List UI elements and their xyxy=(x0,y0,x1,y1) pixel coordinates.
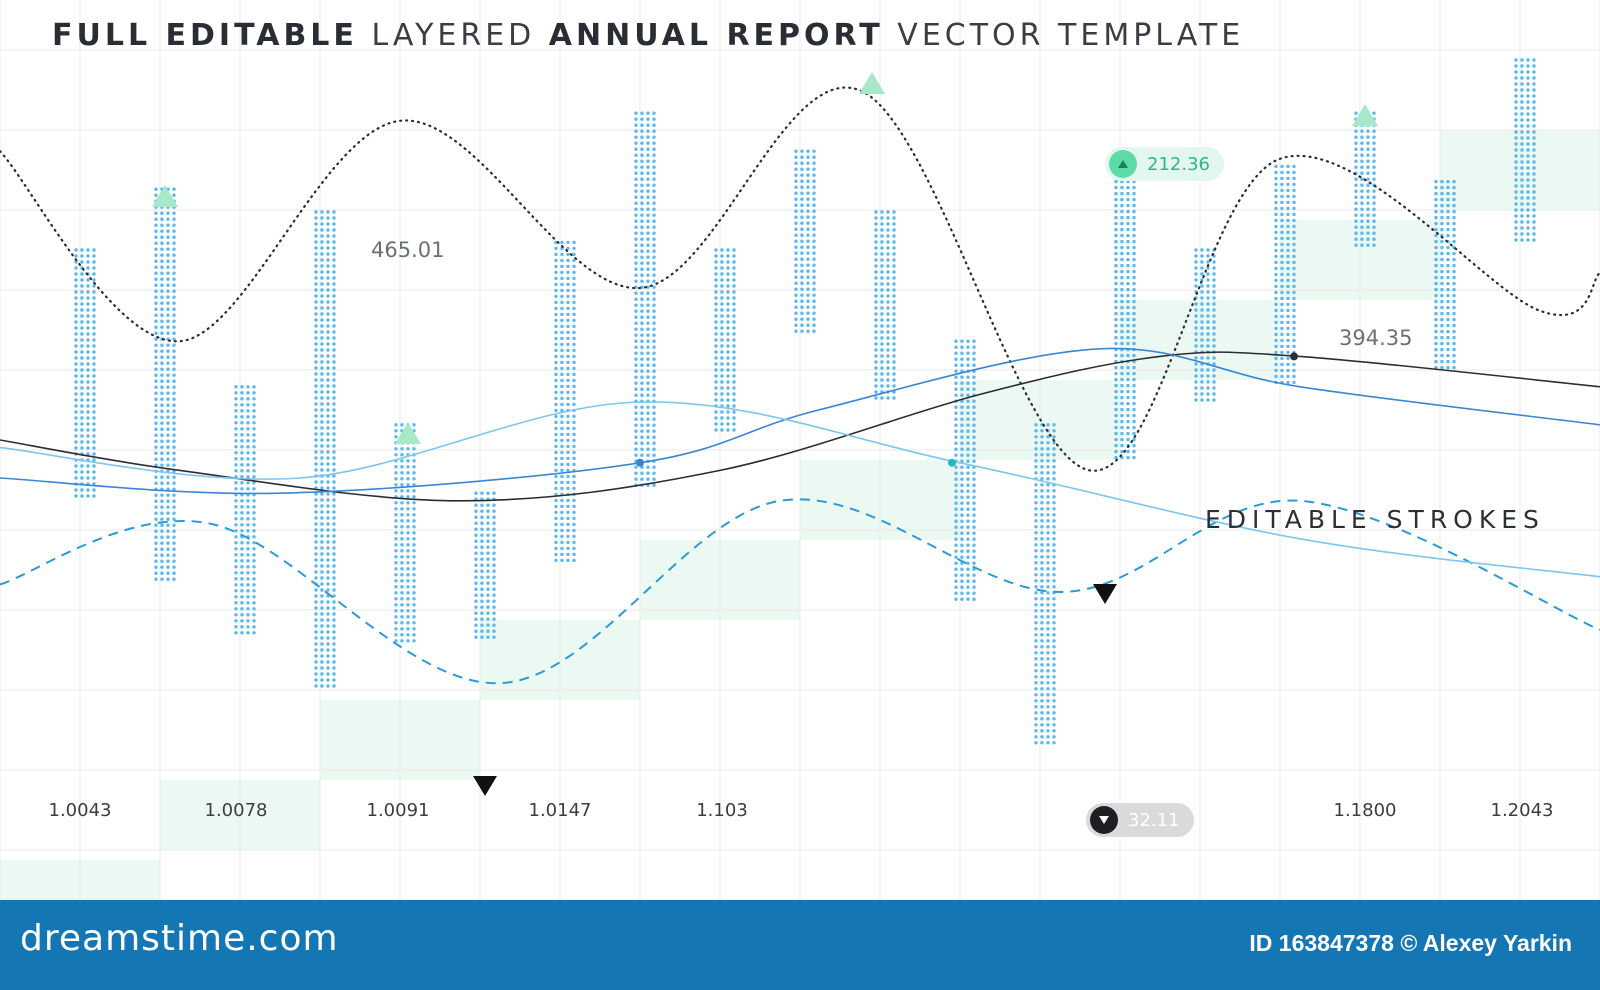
title-part-bold-1: FULL EDITABLE xyxy=(52,18,358,53)
title-part-bold-2: ANNUAL REPORT xyxy=(548,18,884,53)
footer-bar: dreamstime.com ID 163847378 © Alexey Yar… xyxy=(0,900,1600,990)
series-dotted-wave xyxy=(0,86,1600,472)
chart-plot xyxy=(0,0,1600,900)
image-credit: ID 163847378 © Alexey Yarkin xyxy=(1249,930,1572,956)
dotted-bar xyxy=(874,210,896,400)
x-tick-label: 1.0043 xyxy=(48,800,112,821)
triangle-up-icon xyxy=(1109,150,1137,178)
annotation-value-a: 465.01 xyxy=(371,238,445,262)
x-tick-label: 1.0147 xyxy=(528,800,592,821)
dotted-bar xyxy=(234,385,256,635)
dotted-bar xyxy=(1514,58,1536,242)
title-part-light-1: LAYERED xyxy=(371,18,536,53)
dotted-bar xyxy=(1114,179,1136,460)
page-title: FULL EDITABLE LAYERED ANNUAL REPORT VECT… xyxy=(52,18,1244,53)
dotted-bar xyxy=(954,339,976,601)
triangle-up-marker xyxy=(1352,104,1378,126)
x-tick-label: 1.1800 xyxy=(1333,800,1397,821)
dotted-bar xyxy=(714,248,736,432)
editable-strokes-label: EDITABLE STROKES xyxy=(1205,505,1545,534)
dotted-bar xyxy=(1034,423,1056,745)
dotted-bar xyxy=(554,240,576,563)
x-tick-label: 1.103 xyxy=(696,800,748,821)
triangle-down-icon xyxy=(1090,806,1118,834)
dotted-bar xyxy=(314,210,336,688)
badge-down-value: 32.11 xyxy=(1128,809,1180,831)
series-dashed-wave xyxy=(0,498,1600,685)
badge-up-value: 212.36 xyxy=(1147,153,1210,175)
triangle-up-marker xyxy=(152,185,178,207)
dotted-bar xyxy=(1194,248,1216,402)
series-light-line xyxy=(0,401,1600,578)
triangle-down-marker xyxy=(1093,584,1117,604)
dotted-bar xyxy=(474,491,496,639)
annotation-value-b: 394.35 xyxy=(1339,326,1413,350)
triangle-down-marker xyxy=(473,776,497,796)
dotted-bar xyxy=(634,111,656,487)
x-tick-label: 1.0078 xyxy=(204,800,268,821)
point-blue xyxy=(636,458,644,467)
title-part-light-2: VECTOR TEMPLATE xyxy=(897,18,1245,53)
triangle-up-marker xyxy=(859,72,885,94)
badge-up: 212.36 xyxy=(1105,147,1224,181)
brand-logo[interactable]: dreamstime.com xyxy=(20,918,339,959)
series-blue-line xyxy=(0,347,1600,495)
point-teal xyxy=(948,458,956,467)
dotted-bar xyxy=(794,149,816,333)
x-tick-label: 1.2043 xyxy=(1490,800,1554,821)
point-dark xyxy=(1290,352,1298,361)
dotted-bar xyxy=(1274,164,1296,385)
x-tick-label: 1.0091 xyxy=(366,800,430,821)
badge-down: 32.11 xyxy=(1086,803,1194,837)
dotted-bar xyxy=(394,423,416,643)
chart-canvas: FULL EDITABLE LAYERED ANNUAL REPORT VECT… xyxy=(0,0,1600,900)
triangle-up-marker xyxy=(395,422,421,444)
dotted-bar xyxy=(1434,179,1456,370)
